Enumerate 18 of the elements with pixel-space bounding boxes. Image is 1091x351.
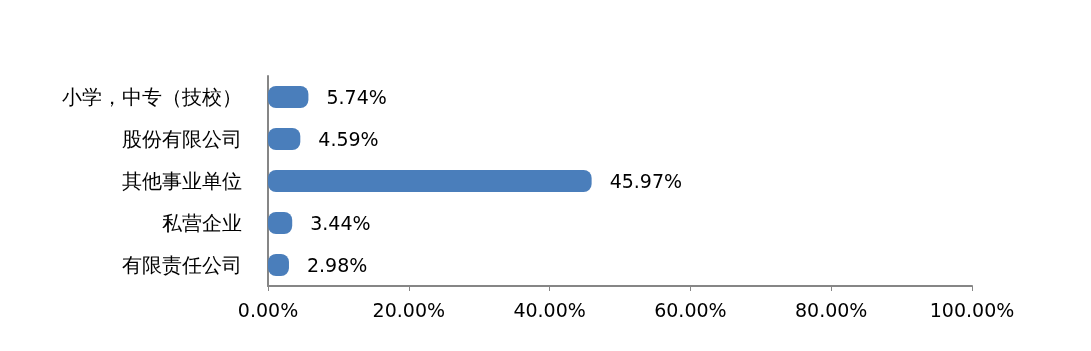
x-tick-label: 20.00%	[372, 298, 446, 321]
data-label: 5.74%	[326, 86, 387, 108]
x-tick-label: 80.00%	[794, 298, 868, 321]
x-tick-label: 40.00%	[513, 298, 586, 321]
x-tick-label: 60.00%	[654, 298, 727, 321]
y-tick-label: 有限责任公司	[122, 253, 242, 277]
data-label: 2.98%	[306, 254, 368, 276]
bar	[268, 170, 592, 192]
data-label: 3.44%	[310, 212, 371, 234]
y-tick-label: 私营企业	[162, 211, 242, 235]
y-tick-label: 其他事业单位	[122, 169, 242, 193]
x-tick-label: 100.00%	[929, 298, 1015, 321]
y-tick-label: 小学，中专（技校）	[62, 85, 242, 109]
data-label: 45.97%	[609, 170, 683, 192]
bar	[268, 86, 309, 108]
data-label: 4.59%	[318, 128, 379, 150]
x-tick-label: 0.00%	[237, 298, 299, 321]
y-tick-label: 股份有限公司	[122, 127, 242, 151]
